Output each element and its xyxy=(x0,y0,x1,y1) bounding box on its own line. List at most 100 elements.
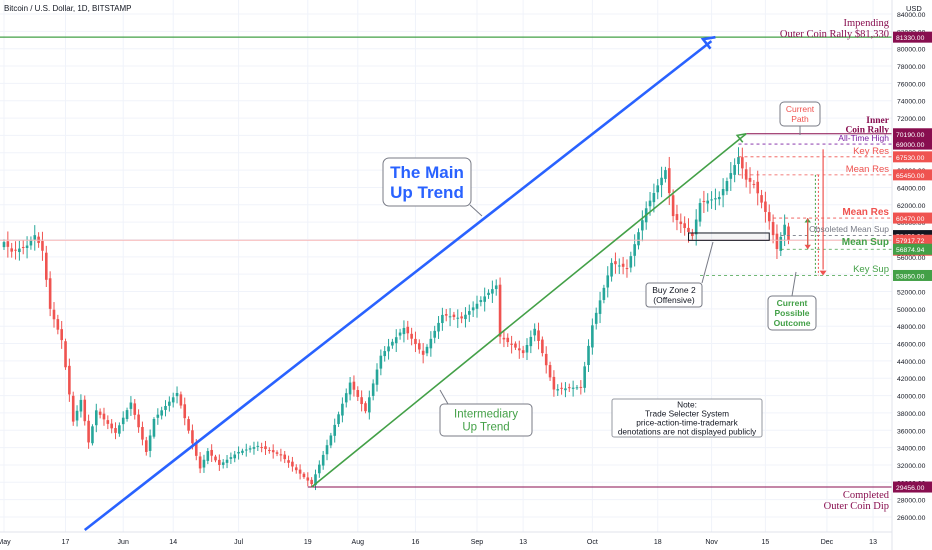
candle-body xyxy=(498,284,502,337)
candle xyxy=(45,245,48,287)
candle-body xyxy=(368,397,371,413)
intermediary-trend-arrowhead xyxy=(735,132,747,143)
candle-body xyxy=(114,428,117,433)
level-56874-94-badge-text: 56874.94 xyxy=(896,247,925,254)
trend-lines xyxy=(83,35,827,532)
candle-body xyxy=(775,233,779,250)
price-tick-label: 72000.00 xyxy=(897,116,926,123)
candle-body xyxy=(271,450,275,453)
candle-body xyxy=(310,479,313,485)
buy-zone-callout-text: (Offensive) xyxy=(653,295,695,305)
price-tick-label: 64000.00 xyxy=(897,185,926,192)
price-tick-label: 36000.00 xyxy=(897,428,926,435)
candle xyxy=(637,228,640,250)
candle-body xyxy=(629,256,633,268)
candle-body xyxy=(221,462,225,465)
candle xyxy=(360,390,363,412)
candle xyxy=(179,391,183,409)
candle xyxy=(291,456,294,472)
candle-body xyxy=(341,403,344,416)
candle-body xyxy=(33,235,37,240)
all-time-high-label-line: All-Time High xyxy=(838,133,889,143)
candle xyxy=(771,214,775,244)
candle-body xyxy=(321,454,325,466)
candle xyxy=(429,331,433,357)
time-axis-background xyxy=(0,532,932,550)
current-path-arrowhead xyxy=(819,270,827,276)
candle xyxy=(148,429,152,458)
time-tick-label: 15 xyxy=(762,539,770,546)
candle-body xyxy=(183,404,187,419)
time-tick-label: Nov xyxy=(705,539,718,546)
candle-body xyxy=(25,245,29,249)
candle xyxy=(587,339,590,372)
price-tick-label: 80000.00 xyxy=(897,47,926,54)
candle-body xyxy=(452,314,456,318)
time-axis[interactable]: May 17 Jun 14 Jul 19 Aug 16 Sep 13 Oct 18 Nov 15 Dec 13 xyxy=(0,539,877,546)
candle-body xyxy=(571,387,575,389)
candle-body xyxy=(460,316,463,319)
candle xyxy=(717,191,721,206)
candle-body xyxy=(148,435,152,451)
candle xyxy=(244,443,248,457)
intermediary-trend-callout-text: Intermediary xyxy=(454,409,518,421)
possible-outcome-callout-text: Possible xyxy=(775,308,810,318)
main-trend-line xyxy=(83,40,713,532)
candle-body xyxy=(464,314,467,320)
candle xyxy=(241,448,244,456)
candle xyxy=(48,271,52,317)
candle xyxy=(418,339,421,354)
level-57917-72-badge-text: 57917.72 xyxy=(896,238,925,245)
candle xyxy=(737,147,740,175)
time-tick-label: Aug xyxy=(352,539,365,546)
candle xyxy=(641,210,644,242)
candle xyxy=(352,375,356,397)
candle xyxy=(175,386,179,404)
price-tick-label: 26000.00 xyxy=(897,515,926,522)
candle xyxy=(341,397,344,423)
candle-body xyxy=(333,424,337,436)
candle xyxy=(279,448,283,462)
price-tick-label: 78000.00 xyxy=(897,64,926,71)
candle xyxy=(98,408,102,419)
candle xyxy=(248,445,252,453)
candle-body xyxy=(521,350,525,354)
candle-body xyxy=(714,198,717,200)
obsoleted-mean-sup-label: Obsoleted Mean Sup xyxy=(809,224,889,234)
candle xyxy=(394,329,398,352)
candle-body xyxy=(502,337,506,340)
candle xyxy=(118,422,121,437)
candle xyxy=(329,432,333,449)
candle xyxy=(775,224,779,259)
candle xyxy=(533,323,536,342)
candle-body xyxy=(552,376,556,390)
candle xyxy=(702,190,706,213)
candle xyxy=(594,307,598,330)
candle xyxy=(348,376,352,401)
candle xyxy=(529,330,533,354)
candle xyxy=(398,328,402,340)
candle xyxy=(2,239,6,251)
price-tick-label: 28000.00 xyxy=(897,498,926,505)
key-sup-label: Key Sup xyxy=(853,264,889,275)
candle-body xyxy=(218,459,221,465)
candle xyxy=(364,401,367,414)
mean-res-upper-label-line: Mean Res xyxy=(846,164,890,175)
candle-body xyxy=(202,459,206,468)
level-53850-00-badge-text: 53850.00 xyxy=(896,273,925,280)
level-81330-00-badge-text: 81330.00 xyxy=(896,35,925,42)
candle xyxy=(617,258,621,274)
note-box-box xyxy=(611,398,763,438)
candle xyxy=(52,302,56,328)
candle xyxy=(129,396,133,416)
candle-body xyxy=(579,386,583,388)
candle-body xyxy=(591,325,594,348)
price-tick-label: 42000.00 xyxy=(897,376,926,383)
candle xyxy=(783,214,786,247)
candle-body xyxy=(225,459,229,463)
candle-body xyxy=(483,296,486,302)
price-tick-label: 44000.00 xyxy=(897,359,926,366)
